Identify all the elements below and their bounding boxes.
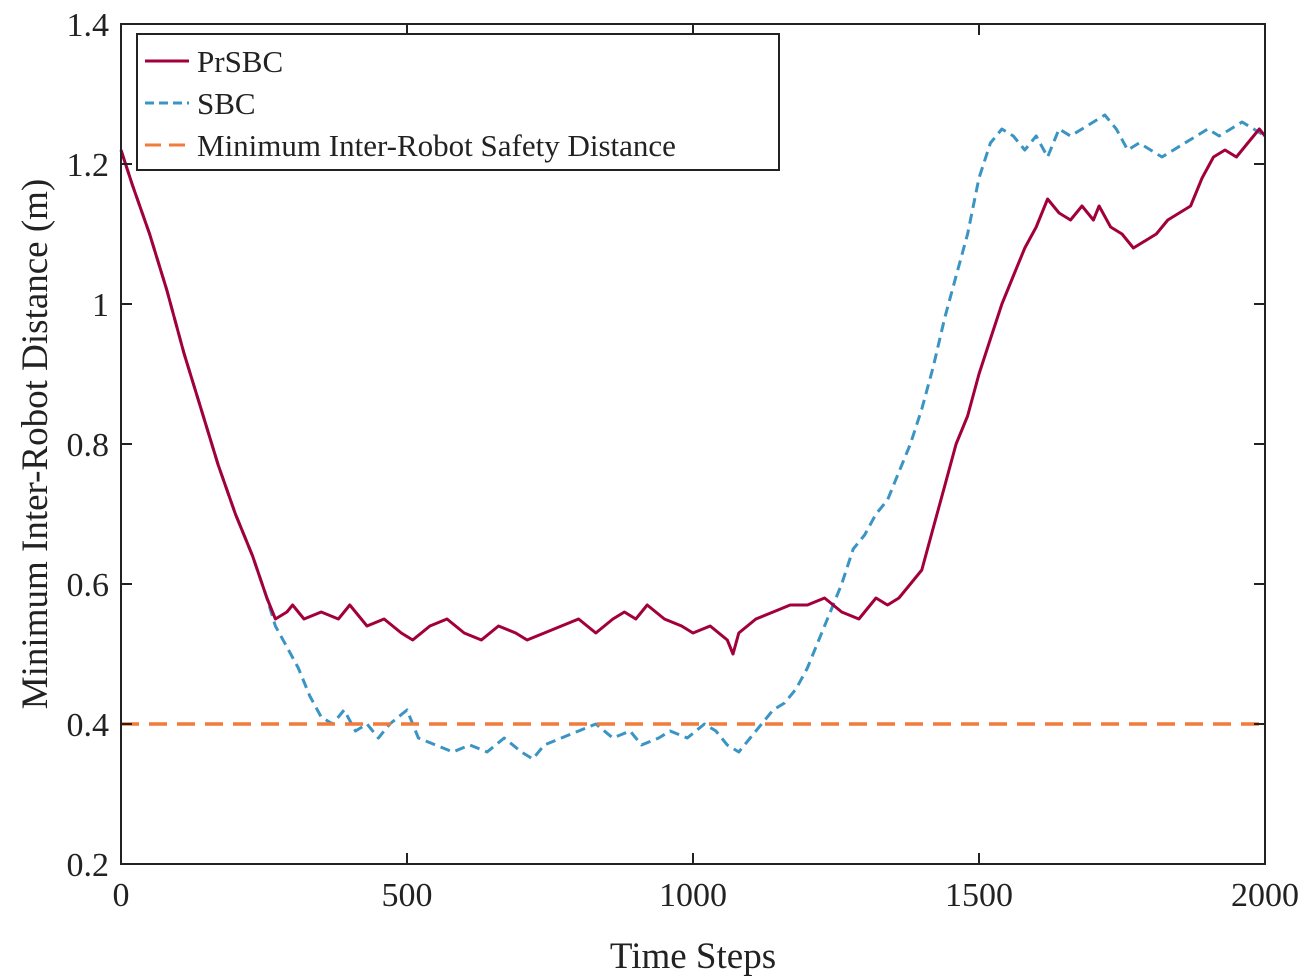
x-tick-label: 1500: [945, 877, 1013, 914]
x-tick-label: 500: [382, 877, 433, 914]
legend-entry-label: Minimum Inter-Robot Safety Distance: [197, 128, 676, 163]
series-line-prsbc: [119, 127, 1267, 656]
legend-entry-label: SBC: [197, 86, 256, 121]
legend-entry-label: PrSBC: [197, 44, 283, 79]
x-tick-label: 1000: [659, 877, 727, 914]
x-tick-label: 0: [113, 877, 130, 914]
y-tick-label: 1: [92, 287, 109, 324]
legend: PrSBC SBC Minimum Inter-Robot Safety Dista…: [136, 33, 780, 171]
plot-area: [119, 113, 1267, 761]
y-tick-label: 0.6: [67, 567, 110, 604]
y-axis-label: Minimum Inter-Robot Distance (m): [15, 179, 56, 710]
series-line-sbc: [119, 113, 1266, 761]
axes: 0 500 1000 1500 2000 0.2 0.4 0.6 0.8 1 1.2 1.4 Time …: [15, 7, 1299, 977]
x-axis-label: Time Steps: [610, 936, 776, 977]
y-tick-label: 0.2: [67, 847, 110, 884]
legend-box: [136, 33, 780, 171]
y-tick-label: 1.2: [67, 147, 110, 184]
y-tick-label: 1.4: [67, 7, 110, 44]
y-tick-label: 0.4: [67, 707, 110, 744]
y-tick-label: 0.8: [67, 427, 110, 464]
x-tick-label: 2000: [1231, 877, 1299, 914]
